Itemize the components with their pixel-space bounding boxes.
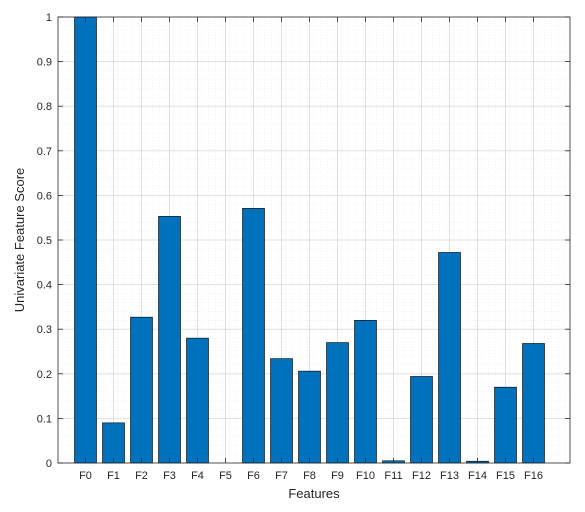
x-tick-label-f0: F0 — [79, 470, 92, 482]
bars — [74, 16, 545, 464]
x-tick-label-f4: F4 — [191, 470, 204, 482]
bar-f2 — [130, 316, 153, 464]
bar-f15 — [494, 386, 517, 464]
x-tick-label-f5: F5 — [219, 470, 232, 482]
y-axis-ticks: 0 0.1 0.2 0.3 0.4 0.5 0.6 0.7 0.8 0.9 1 — [37, 12, 570, 470]
x-tick-label-f7: F7 — [275, 470, 288, 482]
x-tick-label-f3: F3 — [163, 470, 176, 482]
bar-f6 — [242, 208, 265, 464]
x-tick-label-f1: F1 — [107, 470, 120, 482]
x-axis-ticks: F0 F1 F2 F3 F4 F5 F6 F7 F8 F9 F10 F11 F12 F13 F14 F15 F1… — [79, 17, 543, 482]
bar-f16 — [522, 343, 545, 464]
x-tick-label-f14: F14 — [468, 470, 487, 482]
bar-f3 — [158, 216, 181, 464]
y-tick-label: 0.9 — [37, 57, 52, 69]
x-tick-label-f8: F8 — [303, 470, 316, 482]
bar-f9 — [326, 342, 349, 464]
y-tick-label: 0.5 — [37, 235, 52, 247]
bar-f4 — [186, 337, 209, 464]
y-axis-label: Univariate Feature Score — [12, 168, 27, 313]
x-tick-label-f9: F9 — [331, 470, 344, 482]
x-tick-label-f10: F10 — [356, 470, 375, 482]
y-tick-label: 0.4 — [37, 280, 52, 292]
x-tick-label-f13: F13 — [440, 470, 459, 482]
y-tick-label: 1 — [46, 12, 52, 24]
y-tick-label: 0.2 — [37, 369, 52, 381]
x-tick-label-f6: F6 — [247, 470, 260, 482]
bar-f0 — [74, 16, 97, 464]
bar-f8 — [298, 370, 321, 464]
bar-f7 — [270, 358, 293, 464]
y-tick-label: 0.8 — [37, 101, 52, 113]
bar-f12 — [410, 376, 433, 464]
x-tick-label-f12: F12 — [412, 470, 431, 482]
y-tick-label: 0 — [46, 458, 52, 470]
x-axis-label: Features — [288, 486, 340, 501]
y-tick-label: 0.6 — [37, 190, 52, 202]
x-tick-label-f11: F11 — [384, 470, 402, 482]
bar-f10 — [354, 319, 377, 464]
x-tick-label-f16: F16 — [524, 470, 543, 482]
bar-f13 — [438, 252, 461, 464]
y-tick-label: 0.7 — [37, 146, 52, 158]
x-tick-label-f2: F2 — [135, 470, 148, 482]
x-tick-label-f15: F15 — [496, 470, 515, 482]
y-tick-label: 0.3 — [37, 324, 52, 336]
y-tick-label: 0.1 — [37, 413, 52, 425]
bar-f1 — [102, 422, 125, 464]
